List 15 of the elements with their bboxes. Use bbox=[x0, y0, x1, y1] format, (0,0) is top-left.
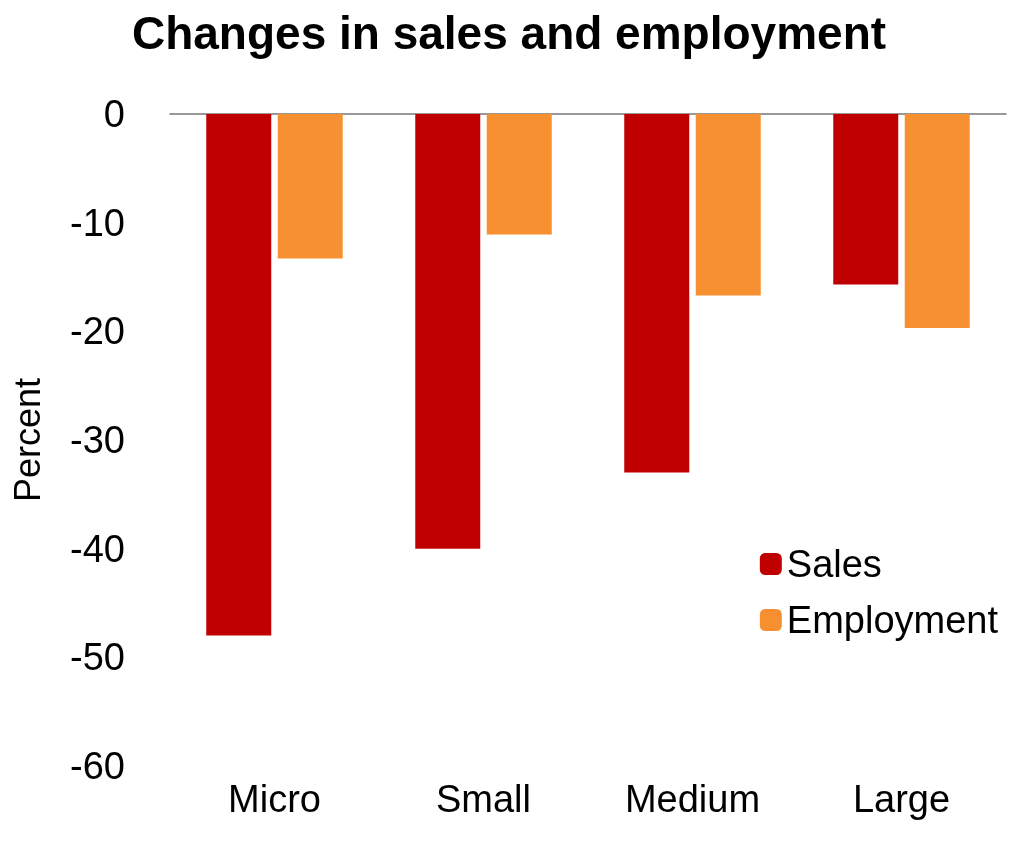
y-tick-label: -60 bbox=[70, 745, 125, 787]
y-axis-title: Percent bbox=[6, 377, 48, 503]
legend-label: Employment bbox=[786, 599, 999, 641]
chart-title: Changes in sales and employment bbox=[131, 7, 887, 59]
x-tick-label: Small bbox=[435, 778, 532, 820]
legend-label: Sales bbox=[786, 543, 882, 585]
x-tick-label: Large bbox=[852, 778, 951, 820]
x-tick-label: Medium bbox=[624, 778, 761, 820]
y-tick-label: -10 bbox=[70, 201, 125, 244]
y-tick-label: -20 bbox=[70, 310, 125, 353]
y-tick-label: 0 bbox=[103, 93, 125, 135]
y-tick-label: -30 bbox=[70, 419, 125, 461]
x-tick-label: Micro bbox=[228, 778, 321, 820]
y-tick-label: -40 bbox=[70, 527, 125, 570]
y-tick-label: -50 bbox=[70, 636, 125, 679]
